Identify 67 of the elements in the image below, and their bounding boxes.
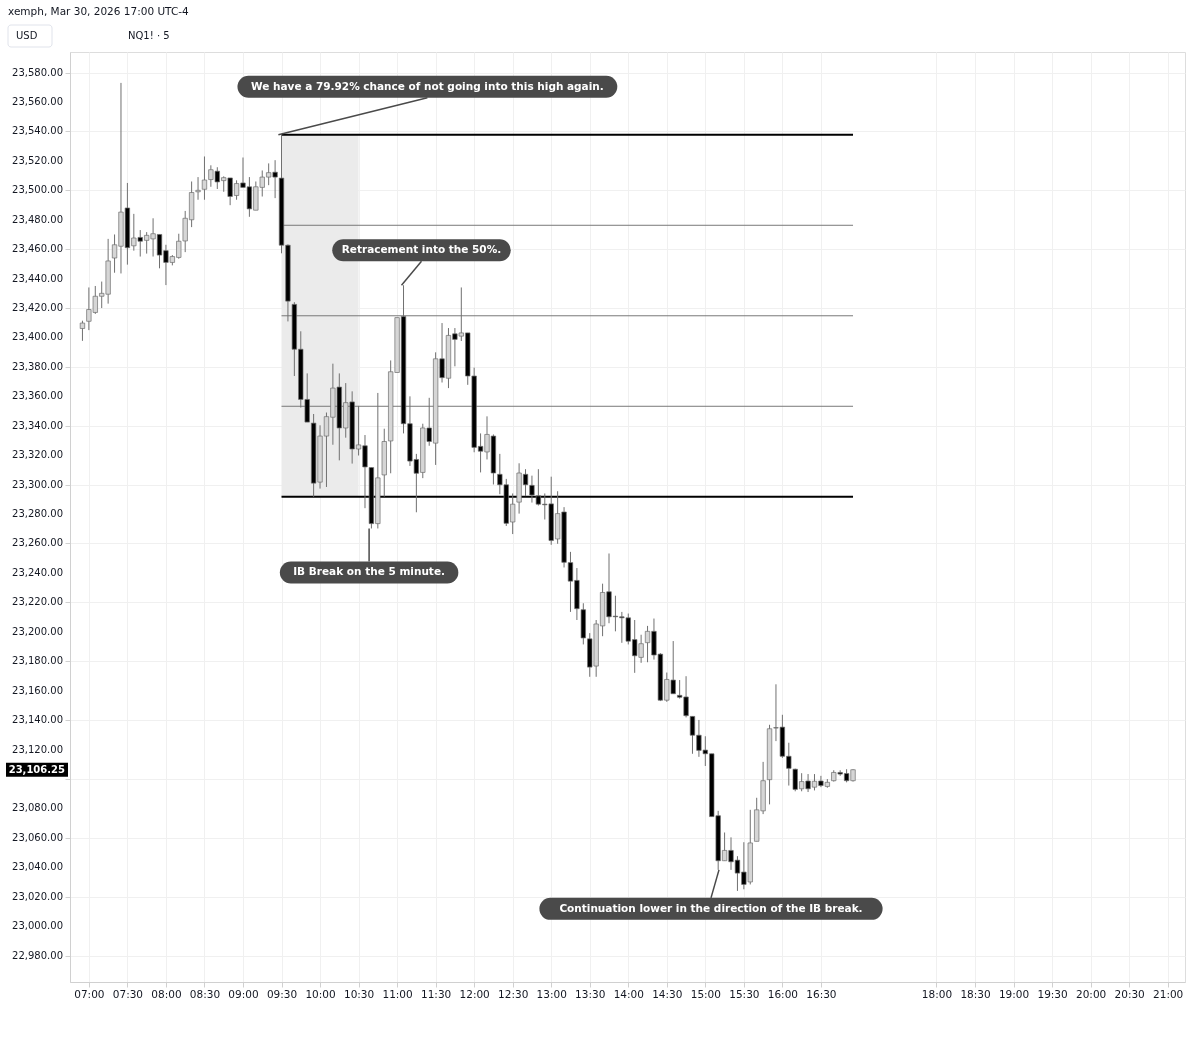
y-tick-label: 23,000.00 — [12, 920, 63, 932]
y-tick-label: 23,440.00 — [12, 272, 63, 284]
y-tick-label: 23,060.00 — [12, 831, 63, 843]
x-tick-label: 16:00 — [767, 987, 799, 1000]
y-tick-label: 23,300.00 — [12, 478, 63, 490]
y-tick-label: 23,480.00 — [12, 213, 63, 225]
y-tick-label: 23,220.00 — [12, 596, 63, 608]
y-tick-label: 23,360.00 — [12, 390, 63, 402]
x-tick-label: 07:30 — [112, 987, 144, 1000]
text: USD — [16, 30, 38, 41]
x-tick-label: 07:00 — [74, 987, 105, 1000]
x-tick-label: 16:30 — [806, 987, 837, 1000]
y-tick-label: 23,460.00 — [12, 243, 63, 255]
y-tick-label: 23,240.00 — [12, 566, 63, 578]
y-tick-label: 23,020.00 — [12, 890, 63, 902]
y-tick-label: 23,340.00 — [12, 419, 63, 431]
x-tick-label: 09:00 — [228, 987, 259, 1000]
y-tick-label: 23,500.00 — [12, 184, 63, 196]
x-tick-label: 19:00 — [998, 987, 1030, 1000]
x-tick-label: 13:30 — [575, 987, 606, 1000]
x-tick-label: 20:30 — [1114, 987, 1145, 1000]
x-tick-label: 14:30 — [652, 987, 683, 1000]
y-tick-label: 23,260.00 — [12, 537, 63, 549]
y-tick-label: 23,120.00 — [12, 743, 63, 755]
x-tick-label: 15:00 — [690, 987, 721, 1000]
x-tick-label: 10:00 — [305, 987, 336, 1000]
x-tick-label: 12:00 — [459, 987, 490, 1000]
x-tick-label: 18:30 — [960, 987, 991, 1000]
candlestick — [79, 320, 86, 342]
y-tick-label: 23,560.00 — [12, 96, 63, 108]
x-tick-label: 12:30 — [498, 987, 529, 1000]
x-tick-label: 08:30 — [189, 987, 221, 1000]
y-tick-label: 23,420.00 — [12, 302, 63, 314]
x-tick-label: 21:00 — [1153, 987, 1184, 1000]
x-tick-label: 19:30 — [1037, 987, 1068, 1000]
y-tick-label: 23,400.00 — [12, 331, 63, 343]
chart-subtitle: NQ1! · 5 — [128, 30, 170, 41]
x-tick-label: 18:00 — [921, 987, 953, 1000]
candlestick — [195, 176, 201, 201]
y-tick-label: 23,180.00 — [12, 655, 63, 667]
y-tick-label: 23,280.00 — [12, 508, 63, 520]
x-tick-label: 11:00 — [382, 987, 413, 1000]
y-tick-label: 23,520.00 — [12, 154, 63, 166]
text: 23,106.25 — [8, 763, 66, 775]
x-tick-label: 15:30 — [729, 987, 760, 1000]
y-tick-label: 23,140.00 — [12, 714, 63, 726]
x-tick-label: 10:30 — [343, 987, 375, 1000]
y-tick-label: 23,540.00 — [12, 125, 63, 137]
y-tick-label: 23,080.00 — [12, 802, 63, 814]
y-tick-label: 23,380.00 — [12, 360, 63, 372]
x-tick-label: 08:00 — [151, 987, 182, 1000]
x-tick-label: 09:30 — [266, 987, 298, 1000]
annotation: We have a 79.92% chance of not going into this high again. — [251, 79, 604, 92]
y-tick-label: 23,160.00 — [12, 684, 63, 696]
y-tick-label: 23,040.00 — [12, 861, 63, 873]
x-tick-label: 14:00 — [613, 987, 644, 1000]
annotation: Retracement into the 50%. — [341, 243, 502, 256]
chart-title: xemph, Mar 30, 2026 17:00 UTC-4 — [8, 5, 190, 17]
y-tick-label: 23,320.00 — [12, 449, 63, 461]
y-tick-label: 23,200.00 — [12, 625, 63, 637]
y-tick-label: 23,580.00 — [12, 66, 63, 78]
annotation: Continuation lower in the direction of the IB break. — [559, 901, 863, 914]
x-tick-label: 11:30 — [420, 987, 452, 1000]
x-tick-label: 20:00 — [1075, 987, 1107, 1000]
x-tick-label: 13:00 — [536, 987, 567, 1000]
y-tick-label: 22,980.00 — [12, 949, 63, 961]
annotation: IB Break on the 5 minute. — [293, 565, 445, 578]
